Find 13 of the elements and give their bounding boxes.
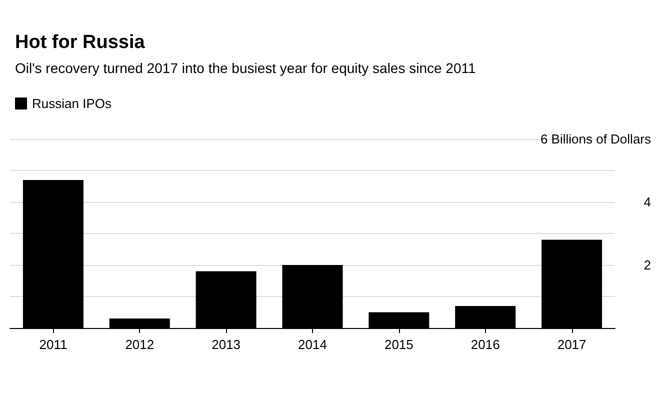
chart-subtitle: Oil's recovery turned 2017 into the busiest year for equity sales since 2011 xyxy=(15,60,476,76)
x-tick-label: 2014 xyxy=(298,337,327,352)
chart-title: Hot for Russia xyxy=(15,32,146,53)
legend-label: Russian IPOs xyxy=(32,96,112,111)
x-tick-label: 2012 xyxy=(125,337,154,352)
x-tick-label: 2016 xyxy=(470,337,500,352)
x-tick-label: 2011 xyxy=(39,337,68,352)
x-tick-label: 2017 xyxy=(557,337,586,352)
y-tick-label: 2 xyxy=(644,258,651,272)
y-tick-label: 4 xyxy=(644,194,651,210)
y-tick-label: 6 Billions of Dollars xyxy=(540,132,652,146)
x-tick-label: 2013 xyxy=(212,337,241,352)
x-tick-label: 2015 xyxy=(384,337,414,352)
